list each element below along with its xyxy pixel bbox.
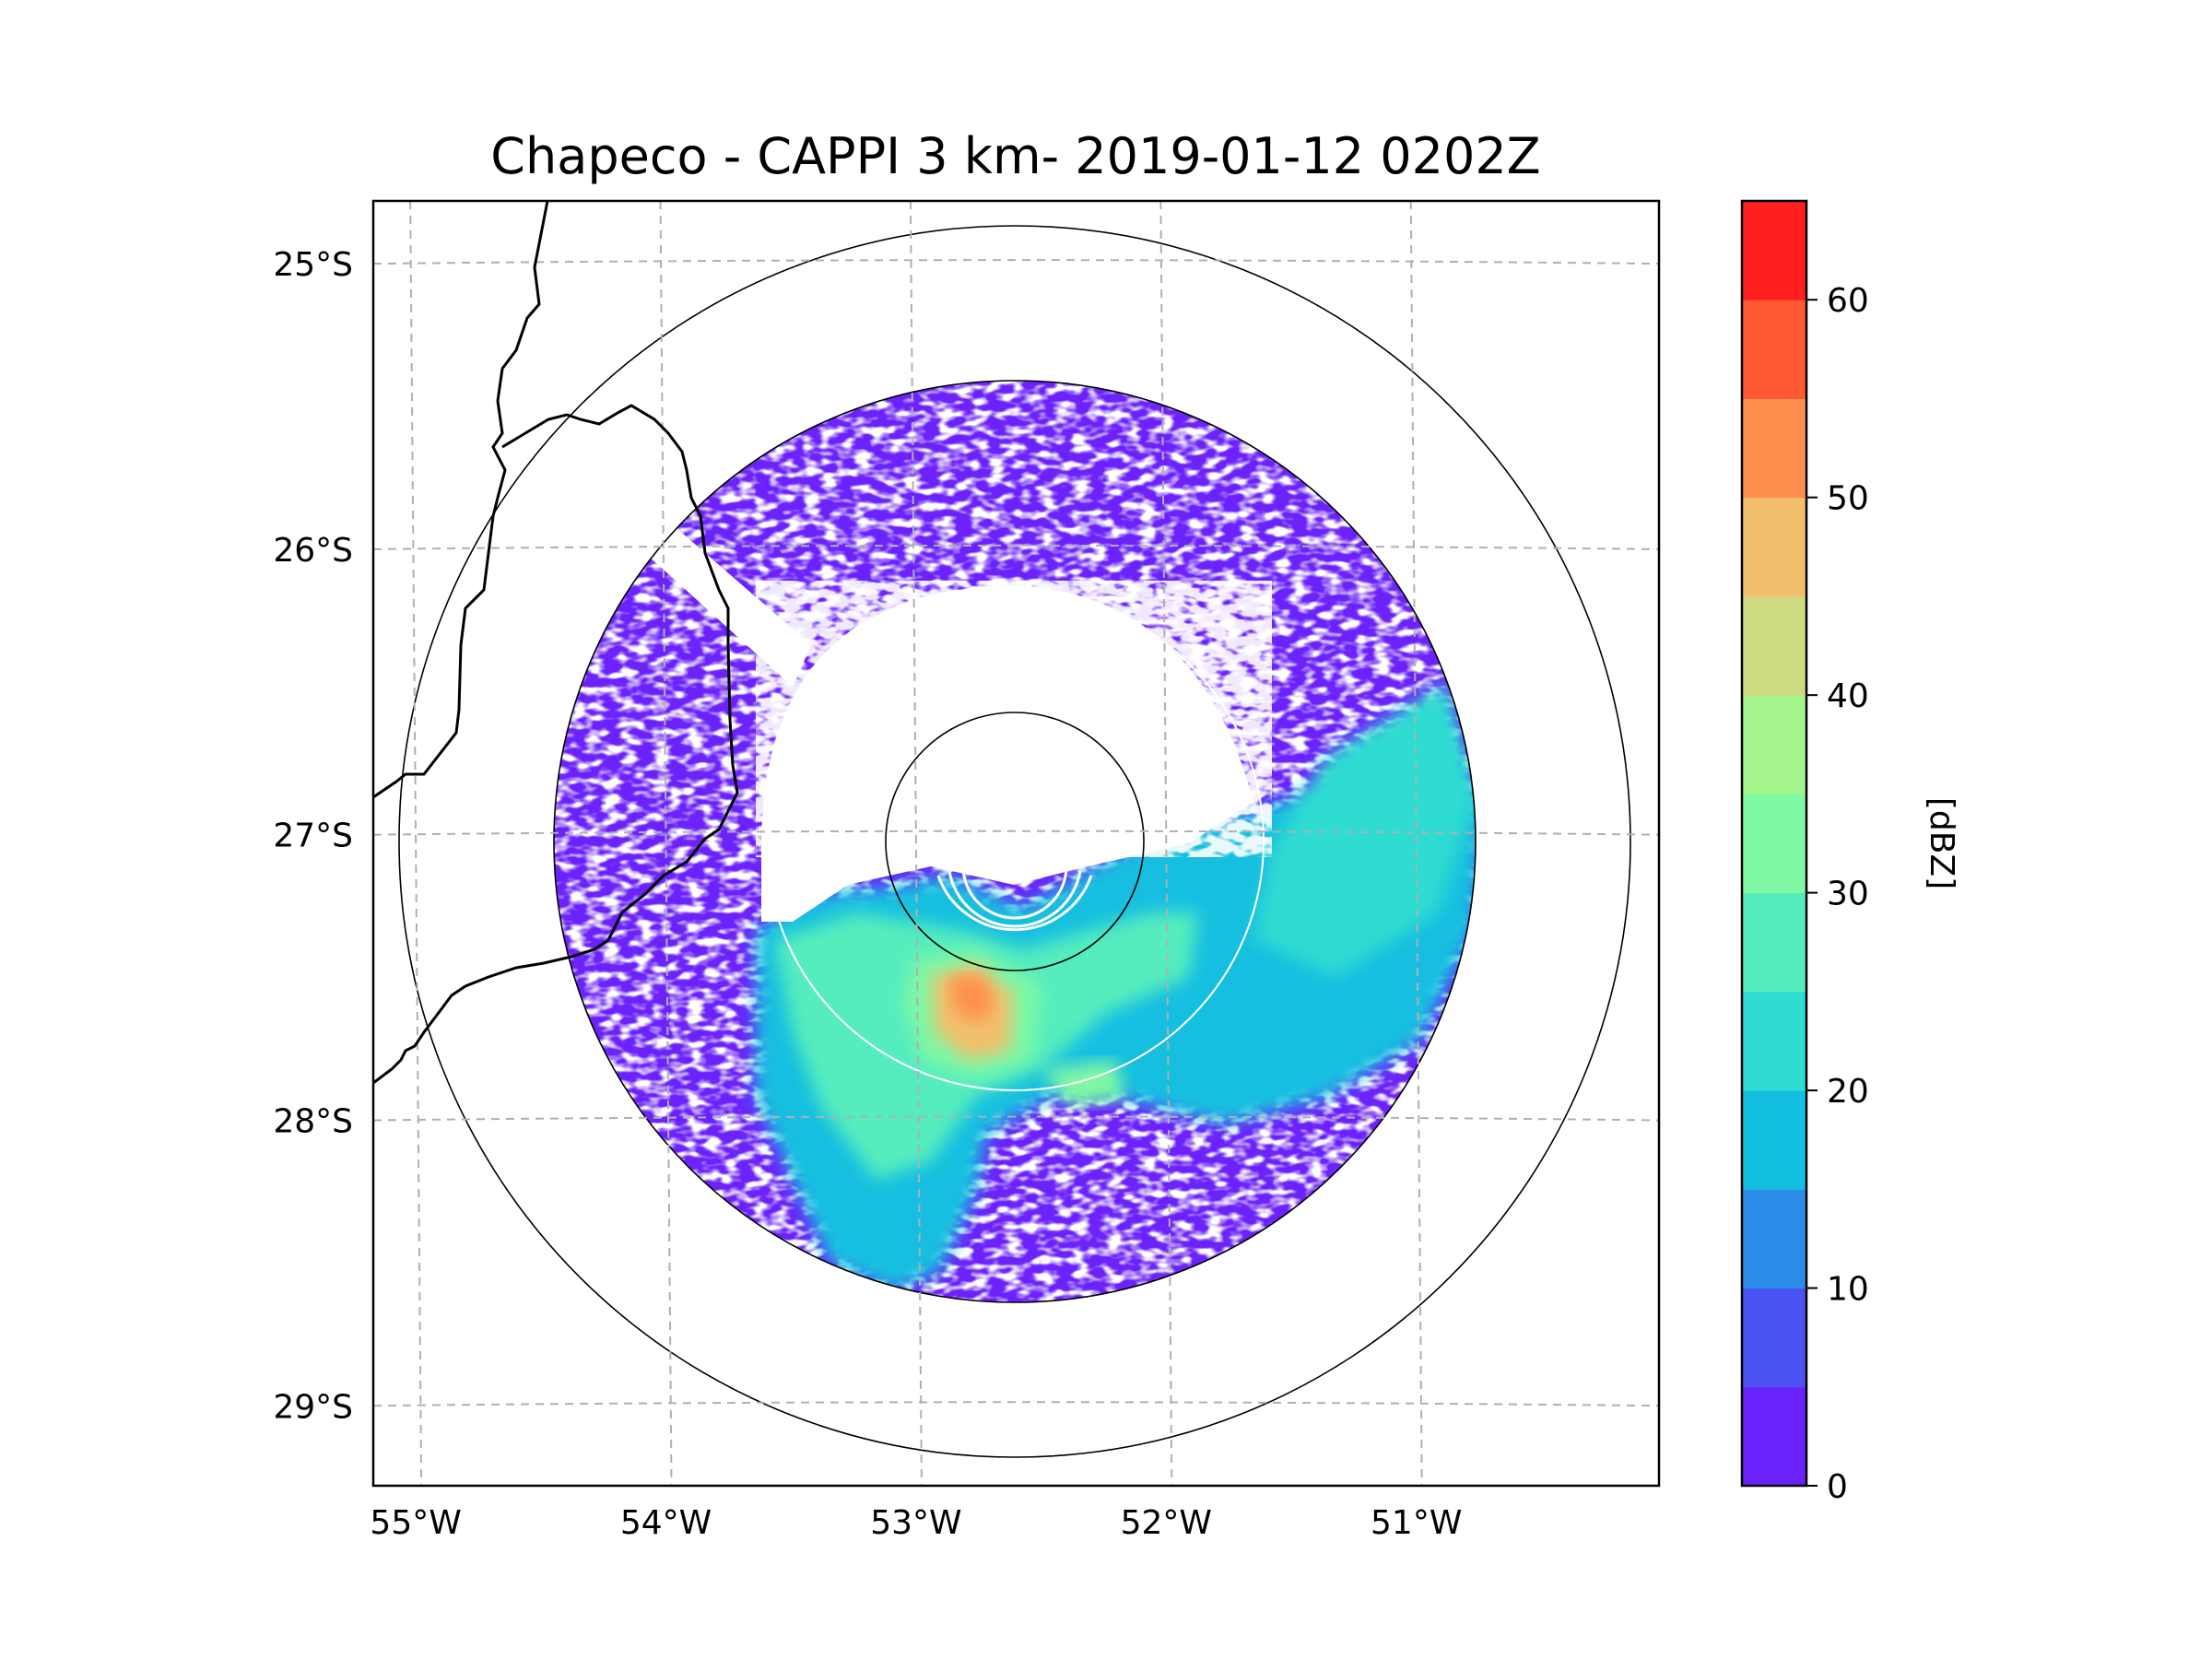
- colorbar-tick-label: 40: [1827, 677, 1869, 715]
- x-tick-label: 52°W: [1121, 1504, 1212, 1542]
- range-ring: [765, 592, 1265, 1091]
- colorbar-bin: [1742, 1090, 1806, 1190]
- x-tick-label: 55°W: [370, 1504, 461, 1542]
- colorbar-bin: [1742, 1189, 1806, 1289]
- y-tick-label: 29°S: [273, 1388, 353, 1426]
- x-tick-label: 51°W: [1371, 1504, 1462, 1542]
- colorbar: 0 10 20 30 40 50 60: [1740, 199, 1869, 1506]
- y-tick-label: 27°S: [273, 818, 353, 855]
- radar-coverage: [554, 381, 1476, 1302]
- parallel-gridline: [373, 1401, 1659, 1407]
- gridlines: [373, 201, 1659, 1486]
- meridian-gridline: [1159, 201, 1173, 1486]
- parallel-gridline: [373, 259, 1659, 265]
- colorbar-bin: [1742, 398, 1806, 499]
- state-border: [373, 201, 549, 799]
- intense-core: [949, 975, 995, 1023]
- y-tick-label: 28°S: [273, 1102, 353, 1140]
- colorbar-tick-label: 0: [1827, 1468, 1848, 1506]
- range-ring: [553, 380, 1477, 1303]
- parallel-gridline: [373, 1115, 1659, 1122]
- range-ring: [398, 225, 1631, 1458]
- moderate-cell: [1041, 1060, 1124, 1106]
- colorbar-bin: [1742, 695, 1806, 794]
- parallel-gridline: [373, 544, 1659, 550]
- ground-clutter-rings: [936, 865, 1093, 932]
- colorbar-tick-label: 30: [1827, 876, 1869, 913]
- y-tick-label: 25°S: [273, 246, 353, 284]
- eastern-rain-band: [1253, 682, 1475, 977]
- colorbar-tick-label: 60: [1827, 282, 1869, 320]
- map-area: [373, 201, 1659, 1486]
- meridian-gridline: [659, 201, 673, 1486]
- colorbar-bin: [1742, 1386, 1806, 1487]
- y-axis: 25°S 26°S 27°S 28°S 29°S: [273, 246, 353, 1426]
- x-axis: 55°W 54°W 53°W 52°W 51°W: [370, 1504, 1462, 1542]
- state-border: [373, 404, 739, 1085]
- plot-frame: [371, 199, 1661, 1488]
- colorbar-label: [dBZ]: [1923, 797, 1960, 889]
- colorbar-bin: [1742, 794, 1806, 894]
- colorbar-bin: [1742, 991, 1806, 1091]
- x-tick-label: 54°W: [620, 1504, 712, 1542]
- colorbar-bin: [1742, 892, 1806, 993]
- meridian-gridline: [909, 201, 923, 1486]
- colorbar-bin: [1742, 300, 1806, 399]
- colorbar-tick-label: 20: [1827, 1073, 1869, 1111]
- y-tick-label: 26°S: [273, 532, 353, 570]
- colorbar-bin: [1742, 497, 1806, 597]
- colorbar-bin: [1742, 595, 1806, 696]
- clear-air-speckle: [756, 581, 1272, 857]
- x-tick-label: 53°W: [870, 1504, 961, 1542]
- meridian-gridline: [1409, 201, 1423, 1486]
- colorbar-bin: [1742, 1288, 1806, 1388]
- chart-title: Chapeco - CAPPI 3 km- 2019-01-12 0202Z: [490, 127, 1540, 185]
- colorbar-tick-label: 10: [1827, 1271, 1869, 1309]
- meridian-gridline: [409, 201, 423, 1486]
- range-ring: [885, 712, 1145, 971]
- colorbar-frame: [1740, 199, 1808, 1488]
- colorbar-bin: [1742, 201, 1806, 300]
- parallel-gridline: [373, 830, 1659, 836]
- colorbar-tick-label: 50: [1827, 480, 1869, 518]
